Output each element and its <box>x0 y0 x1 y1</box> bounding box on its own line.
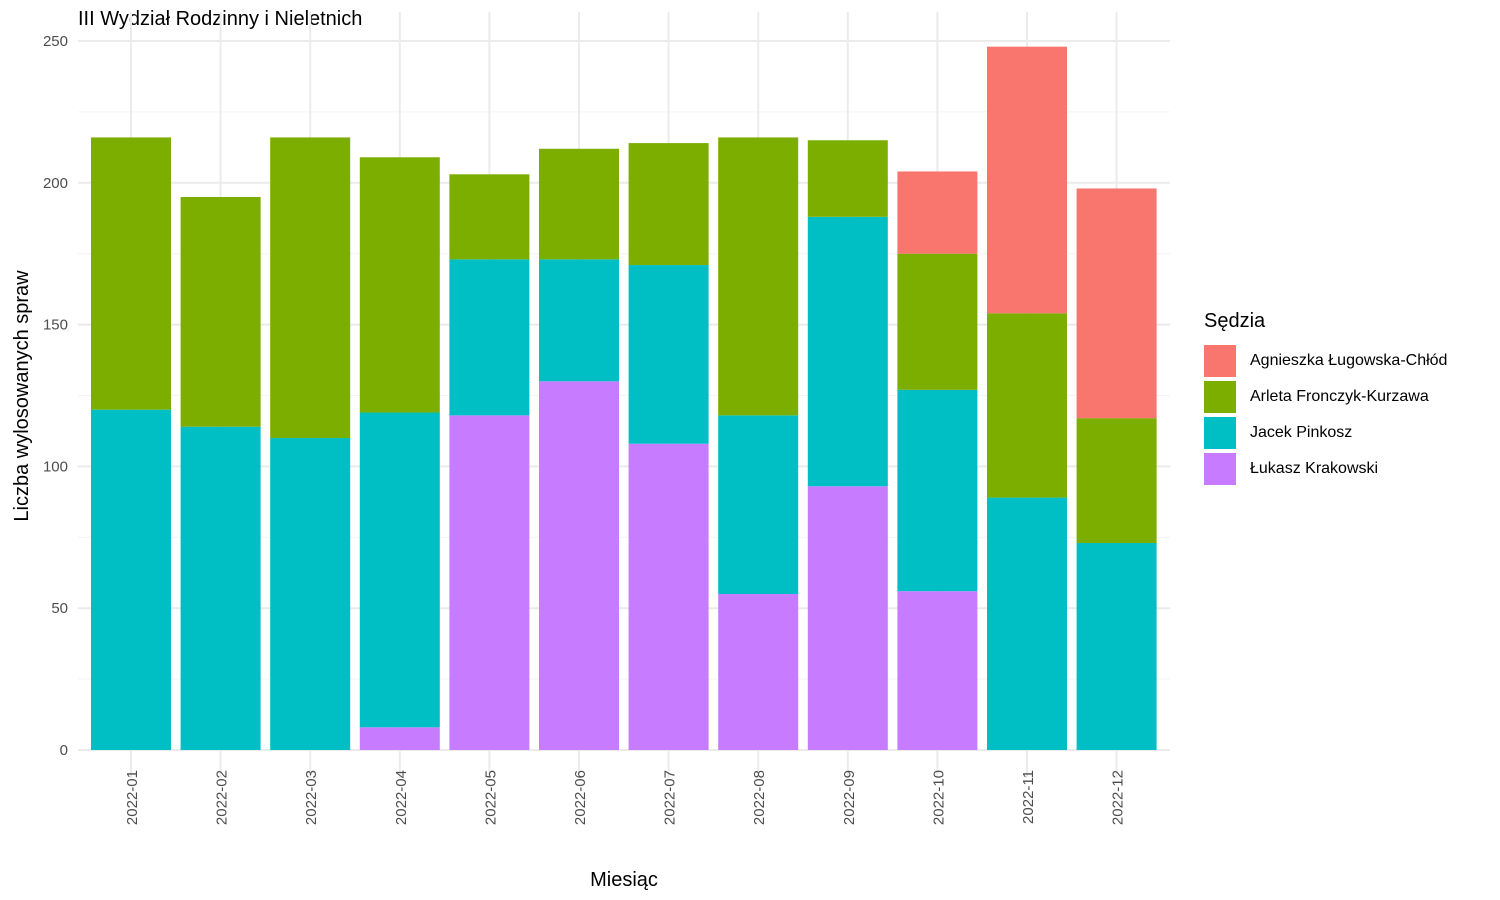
bar-segment <box>987 313 1067 498</box>
y-tick-label: 0 <box>60 742 68 759</box>
legend-item: Łukasz Krakowski <box>1204 451 1447 487</box>
bar-segment <box>807 140 888 217</box>
bar-segment <box>897 253 978 390</box>
legend-label: Agnieszka Ługowska-Chłód <box>1250 352 1448 369</box>
x-tick-label: 2022-10 <box>930 770 947 825</box>
y-tick-label: 250 <box>43 33 68 50</box>
y-tick-label: 100 <box>43 458 68 475</box>
bar-segment <box>628 143 709 266</box>
legend-item: Jacek Pinkosz <box>1204 415 1447 451</box>
legend-item: Agnieszka Ługowska-Chłód <box>1204 343 1447 379</box>
bar-segment <box>180 426 261 750</box>
legend-label: Łukasz Krakowski <box>1250 460 1379 477</box>
bar-segment <box>1076 542 1157 750</box>
bar-segment <box>897 171 978 254</box>
bar-segment <box>987 46 1067 314</box>
legend-swatch <box>1204 381 1236 413</box>
x-tick-label: 2022-03 <box>303 770 320 825</box>
x-tick-label: 2022-09 <box>841 770 858 825</box>
bar-segment <box>449 415 530 750</box>
legend-swatch <box>1204 417 1236 449</box>
bar-segment <box>718 594 799 750</box>
bar-segment <box>180 196 261 427</box>
bar-segment <box>91 409 171 750</box>
bar-segment <box>539 381 619 750</box>
legend: Sędzia Agnieszka Ługowska-Chłód Arleta Fr… <box>1204 310 1447 487</box>
x-tick-label: 2022-06 <box>572 770 589 825</box>
bar-segment <box>449 259 530 416</box>
x-tick-label: 2022-12 <box>1110 770 1127 825</box>
legend-label: Jacek Pinkosz <box>1250 424 1353 441</box>
bar-segment <box>539 259 619 382</box>
bars <box>91 46 1157 750</box>
y-tick-label: 50 <box>51 600 68 617</box>
x-tick-label: 2022-04 <box>393 770 410 825</box>
x-tick-label: 2022-02 <box>214 770 231 825</box>
bar-segment <box>91 137 171 410</box>
bar-segment <box>1076 418 1157 543</box>
y-tick-label: 200 <box>43 175 68 192</box>
bar-segment <box>359 727 440 750</box>
bar-segment <box>449 174 530 260</box>
bar-segment <box>718 137 799 416</box>
x-tick-label: 2022-08 <box>751 770 768 825</box>
bar-segment <box>807 486 888 750</box>
axes: 0 50 100 150 200 250 2022-01 2022-02 2022-03 2022… <box>11 33 1127 891</box>
x-tick-label: 2022-07 <box>662 770 679 825</box>
bar-segment <box>807 216 888 487</box>
bar-segment <box>270 137 351 439</box>
legend-title: Sędzia <box>1204 310 1266 332</box>
x-tick-label: 2022-05 <box>482 770 499 825</box>
y-axis-title: Liczba wylosowanych spraw <box>11 270 33 522</box>
bar-segment <box>359 412 440 728</box>
x-tick-label: 2022-01 <box>124 770 141 825</box>
legend-label: Arleta Fronczyk-Kurzawa <box>1250 388 1429 405</box>
bar-segment <box>539 148 619 260</box>
bar-segment <box>1076 188 1157 419</box>
bar-segment <box>897 389 978 592</box>
legend-swatch <box>1204 345 1236 377</box>
legend-item: Arleta Fronczyk-Kurzawa <box>1204 379 1447 415</box>
legend-swatch <box>1204 453 1236 485</box>
bar-segment <box>628 443 709 750</box>
x-axis-title: Miesiąc <box>590 869 658 891</box>
bar-segment <box>987 497 1067 750</box>
y-tick-label: 150 <box>43 317 68 334</box>
bar-segment <box>718 415 799 595</box>
bar-segment <box>628 265 709 444</box>
bar-segment <box>359 157 440 413</box>
bar-segment <box>270 438 351 750</box>
x-tick-label: 2022-11 <box>1020 770 1037 824</box>
bar-segment <box>897 591 978 750</box>
